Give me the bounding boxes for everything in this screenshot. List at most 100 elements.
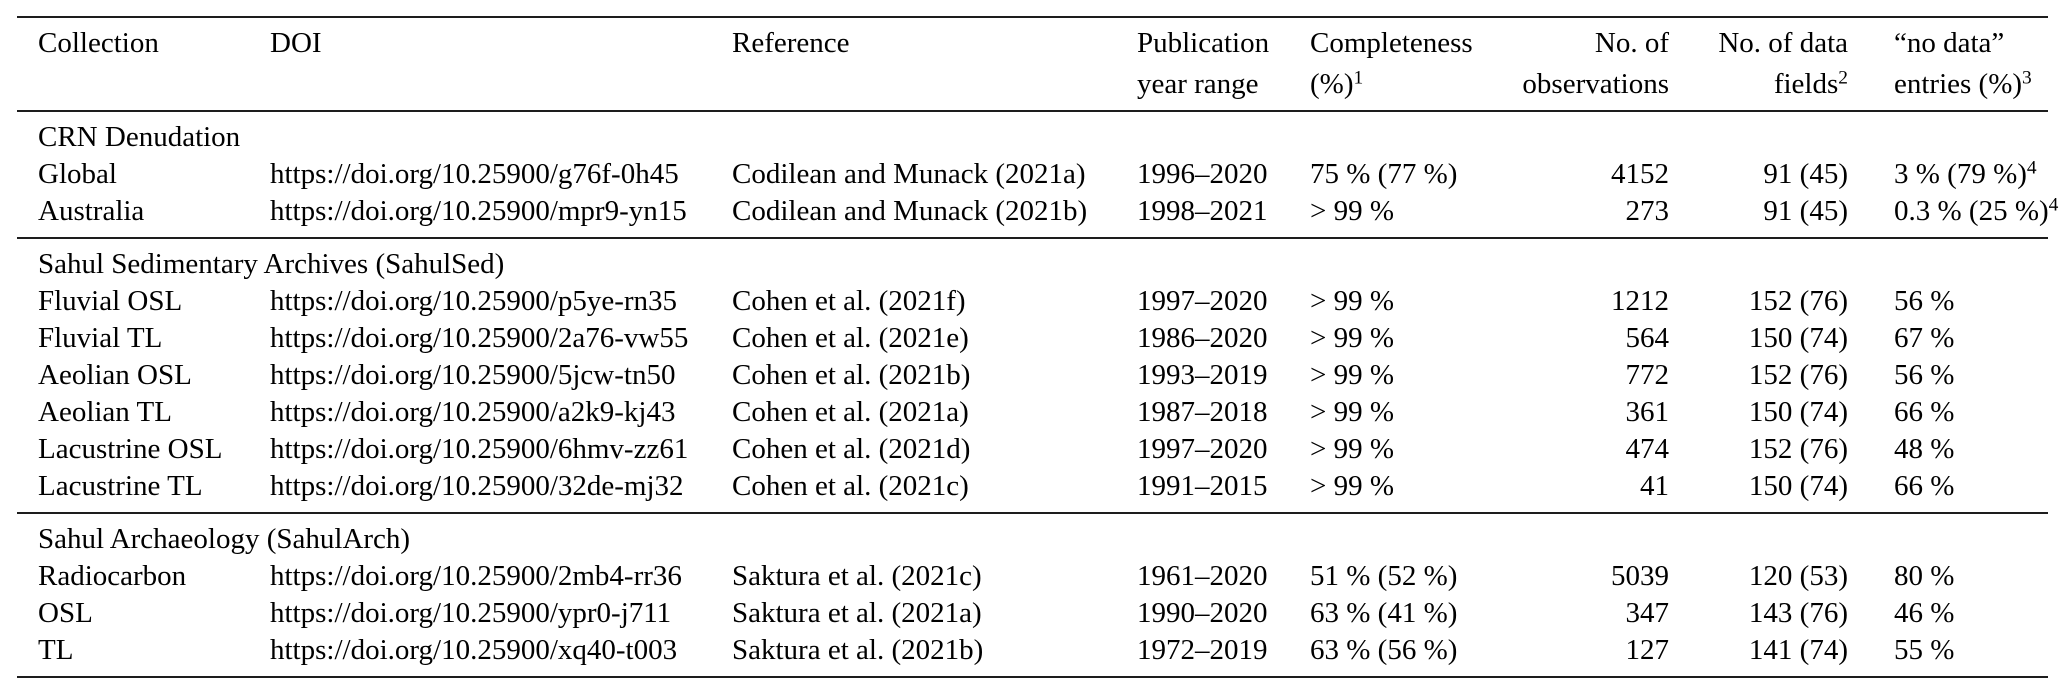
doi-link[interactable]: https://doi.org/10.25900/a2k9-kj43 [270,396,676,428]
doi-link[interactable]: https://doi.org/10.25900/2mb4-rr36 [270,560,682,592]
column-header-label: Reference [732,27,850,59]
cell-completeness: > 99 % [1310,396,1395,428]
cell-no-data-entries: 80 % [1894,560,1955,592]
doi-link[interactable]: https://doi.org/10.25900/g76f-0h45 [270,158,679,190]
cell-completeness: > 99 % [1310,285,1395,317]
doi-link[interactable]: https://doi.org/10.25900/mpr9-yn15 [270,195,687,227]
doi-link[interactable]: https://doi.org/10.25900/ypr0-j711 [270,597,672,629]
cell-completeness: 63 % (56 %) [1310,634,1458,666]
section-title: CRN Denudation [38,121,241,153]
cell-data-fields: 152 (76) [1748,359,1848,391]
doi-link[interactable]: https://doi.org/10.25900/xq40-t003 [270,634,678,666]
cell-no-data-entries: 46 % [1894,597,1955,629]
cell-observations: 347 [1625,597,1670,629]
cell-publication-year-range: 1998–2021 [1137,195,1268,227]
cell-publication-year-range: 1991–2015 [1137,470,1268,502]
cell-collection: Global [38,158,117,190]
cell-no-data-entries: 56 % [1894,359,1955,391]
cell-publication-year-range: 1961–2020 [1137,560,1268,592]
data-collections-table: Collection DOI Reference Publication yea… [17,16,2058,678]
cell-observations: 273 [1625,195,1670,227]
column-header-label: No. of [1594,27,1669,59]
cell-publication-year-range: 1997–2020 [1137,285,1268,317]
cell-reference: Cohen et al. (2021c) [732,470,969,502]
column-header-label: Completeness [1310,27,1473,59]
cell-observations: 5039 [1611,560,1669,592]
cell-completeness: > 99 % [1310,195,1395,227]
column-header-label: observations [1522,68,1669,100]
column-header-observations: No. of observations [1490,23,1669,105]
table-row: OSL https://doi.org/10.25900/ypr0-j711 Sak… [17,595,2048,632]
doi-link[interactable]: https://doi.org/10.25900/6hmv-zz61 [270,433,689,465]
cell-no-data-entries: 3 % (79 %)4 [1894,157,2037,190]
cell-completeness: 75 % (77 %) [1310,158,1458,190]
cell-collection: Fluvial OSL [38,285,183,317]
column-header-data-fields: No. of data fields2 [1669,23,1848,105]
cell-publication-year-range: 1997–2020 [1137,433,1268,465]
cell-completeness: > 99 % [1310,433,1395,465]
table-row: Fluvial OSL https://doi.org/10.25900/p5ye… [17,283,2048,320]
cell-completeness: > 99 % [1310,322,1395,354]
cell-completeness: 51 % (52 %) [1310,560,1458,592]
cell-data-fields: 152 (76) [1748,285,1848,317]
cell-completeness: > 99 % [1310,470,1395,502]
column-header-label: “no data” [1894,27,2005,59]
column-header-no-data-entries: “no data” entries (%)3 [1848,23,2048,105]
column-header-label: No. of data [1718,27,1848,59]
table-row: Fluvial TL https://doi.org/10.25900/2a76-… [17,320,2048,357]
cell-observations: 127 [1625,634,1670,666]
cell-observations: 772 [1625,359,1670,391]
cell-data-fields: 150 (74) [1748,396,1848,428]
table-row: Aeolian OSL https://doi.org/10.25900/5jcw… [17,357,2048,394]
column-header-publication-year-range: Publication year range [1137,23,1310,105]
table-sections: CRN Denudation Global https://doi.org/10.2… [17,112,2058,676]
table-section: CRN Denudation Global https://doi.org/10.2… [17,112,2058,237]
doi-link[interactable]: https://doi.org/10.25900/p5ye-rn35 [270,285,678,317]
cell-reference: Cohen et al. (2021a) [732,396,969,428]
cell-collection: TL [38,634,74,666]
table-row: Australia https://doi.org/10.25900/mpr9-y… [17,193,2058,230]
cell-observations: 41 [1640,470,1669,502]
doi-link[interactable]: https://doi.org/10.25900/5jcw-tn50 [270,359,676,391]
cell-reference: Cohen et al. (2021d) [732,433,971,465]
cell-collection: Australia [38,195,145,227]
table-row: Lacustrine OSL https://doi.org/10.25900/6… [17,431,2048,468]
cell-data-fields: 150 (74) [1748,322,1848,354]
column-header-label: entries (%)3 [1894,67,2032,100]
column-header-label: Publication [1137,27,1270,59]
table-header-row: Collection DOI Reference Publication yea… [17,18,2048,112]
cell-no-data-entries: 66 % [1894,470,1955,502]
cell-publication-year-range: 1996–2020 [1137,158,1268,190]
table-section: Sahul Archaeology (SahulArch) Radiocarbon… [17,512,2048,676]
footnote-marker: 1 [1353,67,1364,89]
footnote-marker: 4 [2026,157,2037,179]
cell-no-data-entries: 66 % [1894,396,1955,428]
cell-collection: Lacustrine TL [38,470,203,502]
cell-data-fields: 152 (76) [1748,433,1848,465]
column-header-label: fields2 [1773,67,1848,100]
table-row: Aeolian TL https://doi.org/10.25900/a2k9-… [17,394,2048,431]
cell-collection: OSL [38,597,93,629]
cell-publication-year-range: 1993–2019 [1137,359,1268,391]
column-header-doi: DOI [270,23,732,105]
cell-reference: Saktura et al. (2021b) [732,634,984,666]
column-header-label: (%)1 [1310,67,1364,100]
section-title: Sahul Archaeology (SahulArch) [38,523,411,555]
doi-link[interactable]: https://doi.org/10.25900/2a76-vw55 [270,322,689,354]
cell-reference: Codilean and Munack (2021a) [732,158,1086,190]
cell-data-fields: 91 (45) [1763,195,1848,227]
footnote-marker: 3 [2022,67,2032,89]
doi-link[interactable]: https://doi.org/10.25900/32de-mj32 [270,470,684,502]
table-row: TL https://doi.org/10.25900/xq40-t003 Sakt… [17,632,2048,669]
column-header-label: Collection [38,27,159,59]
cell-publication-year-range: 1990–2020 [1137,597,1268,629]
column-header-label: year range [1137,68,1259,100]
cell-collection: Fluvial TL [38,322,163,354]
cell-reference: Cohen et al. (2021f) [732,285,966,317]
cell-collection: Lacustrine OSL [38,433,223,465]
cell-publication-year-range: 1972–2019 [1137,634,1268,666]
column-header-completeness: Completeness (%)1 [1310,23,1490,105]
column-header-collection: Collection [38,23,270,105]
cell-collection: Radiocarbon [38,560,187,592]
cell-collection: Aeolian OSL [38,359,192,391]
